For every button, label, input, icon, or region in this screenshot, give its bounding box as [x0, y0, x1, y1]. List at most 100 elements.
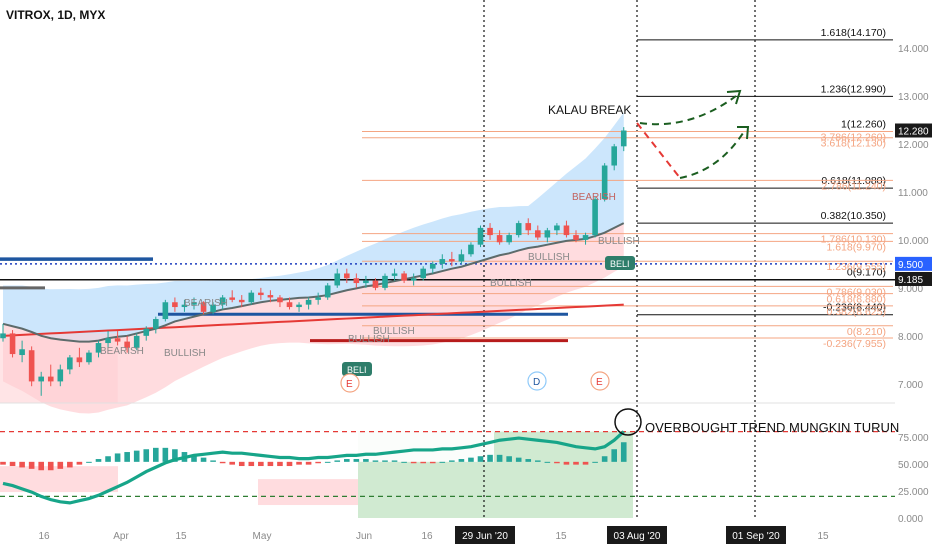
- fib-lower-label-2: 2.786(11.240): [821, 180, 886, 192]
- rsi-hist-47: [449, 460, 455, 462]
- candle-9: [86, 350, 92, 365]
- beli-badge-2: [605, 256, 635, 270]
- rsi-hist-25: [238, 461, 245, 467]
- candle-body-4: [38, 376, 44, 382]
- rsi-hist-43: [410, 461, 417, 464]
- rsi-hist-54: [515, 457, 522, 462]
- rsi-hist-49: [468, 457, 474, 462]
- time-tick-5: 16: [421, 531, 433, 542]
- candle-body-59: [563, 225, 570, 236]
- candle-33: [315, 292, 321, 305]
- candle-body-42: [401, 273, 407, 281]
- rsi-hist-13: [124, 452, 130, 462]
- rsi-hist-60: [573, 461, 579, 465]
- candle-27: [258, 287, 264, 300]
- candle-body-16: [153, 319, 159, 329]
- candle-body-12: [114, 338, 121, 342]
- time-tick-6: 29 Jun '20: [462, 531, 508, 542]
- price-axis[interactable]: 14.000 13.000 12.000 11.000 10.000 9.000 8.000…: [898, 44, 929, 391]
- price-tick-3: 11.000: [898, 188, 928, 199]
- rsi-hist-59: [563, 461, 570, 465]
- candle-14: [133, 333, 140, 351]
- rsi-hist-4: [38, 461, 44, 471]
- price-badge-label-2: 9.185: [898, 275, 923, 286]
- candle-18: [172, 297, 178, 312]
- rsi-hist-40: [382, 460, 388, 462]
- candle-body-55: [525, 223, 532, 231]
- rsi-hist-10: [95, 459, 102, 462]
- candle-body-47: [449, 259, 455, 262]
- bullish-label-5: BULLISH: [528, 252, 570, 263]
- fib-lower-label-6: 0.786(9.030): [826, 286, 886, 298]
- candle-15: [143, 326, 150, 341]
- fib-lower-label-9: 0(8.210): [847, 326, 886, 338]
- candle-2: [19, 340, 25, 363]
- bearish-label-2: BEARISH: [100, 346, 144, 357]
- rsi-hist-11: [105, 456, 111, 462]
- price-badge-2: [895, 271, 932, 286]
- candles: [0, 127, 627, 396]
- rsi-hist-58: [554, 461, 560, 464]
- rsi-hist-34: [324, 461, 331, 463]
- candle-26: [248, 290, 255, 305]
- price-badge-1: [895, 256, 932, 271]
- time-tick-3: May: [253, 531, 272, 542]
- candle-body-8: [76, 357, 83, 363]
- rsi-hist-62: [592, 461, 598, 463]
- rsi-hist-1: [9, 461, 16, 467]
- rsi-hist-61: [582, 461, 589, 465]
- candle-body-52: [496, 235, 503, 243]
- candle-19: [181, 299, 188, 312]
- rsi-hist-57: [544, 461, 551, 463]
- fib-upper-label-5: 0(9.170): [847, 267, 886, 279]
- fib-upper-label-2: 1(12.260): [841, 118, 886, 130]
- time-tick-1: Apr: [113, 531, 129, 542]
- rsi-tick-1: 50.000: [898, 460, 929, 471]
- rsi-hist-22: [210, 460, 216, 462]
- event-e-circle-1: [340, 373, 360, 393]
- candle-10: [95, 340, 102, 358]
- candle-44: [420, 266, 426, 281]
- price-tick-0: 14.000: [898, 44, 929, 55]
- candle-51: [487, 223, 493, 240]
- candle-42: [401, 271, 407, 284]
- candle-body-58: [554, 225, 560, 231]
- rsi-hist-21: [200, 457, 207, 462]
- candle-body-21: [200, 302, 207, 312]
- candle-62: [592, 196, 598, 238]
- projection-green-2: [639, 95, 737, 126]
- event-e-circle-2: [590, 371, 610, 391]
- bearish-label-3: BEARISH: [572, 192, 616, 203]
- candle-56: [535, 225, 541, 240]
- rsi-zones: [0, 431, 633, 518]
- rsi-hist-35: [334, 460, 341, 462]
- candle-50: [477, 225, 484, 248]
- candle-30: [286, 297, 293, 310]
- candle-body-48: [458, 254, 465, 262]
- candle-45: [429, 261, 436, 274]
- rsi-hist-65: [620, 442, 627, 462]
- event-e-label-2: E: [596, 377, 603, 388]
- rsi-hist-42: [401, 461, 407, 463]
- candle-body-32: [305, 299, 312, 305]
- candle-body-24: [229, 297, 235, 300]
- rsi-hist-37: [353, 459, 360, 462]
- rsi-hist-24: [229, 461, 235, 465]
- fib-upper-label-4: 0.382(10.350): [821, 210, 886, 222]
- projection-green-1: [679, 129, 746, 179]
- time-axis[interactable]: 16 Apr 15 May Jun 16 29 Jun '20 15 03 Aug '20 01 …: [38, 526, 829, 544]
- candle-body-22: [210, 304, 216, 312]
- candle-59: [563, 220, 570, 238]
- candle-body-7: [67, 357, 73, 370]
- rsi-axis[interactable]: 75.000 50.000 25.000 0.000: [898, 433, 929, 525]
- candle-body-54: [515, 223, 522, 236]
- bullish-label-3: BULLISH: [348, 334, 390, 345]
- bullish-label-4: BULLISH: [490, 278, 532, 289]
- candle-body-9: [86, 352, 92, 363]
- fib-upper-label-3: 0.618(11.080): [821, 175, 886, 187]
- candle-11: [105, 331, 111, 348]
- candle-body-19: [181, 304, 188, 308]
- candle-0: [0, 323, 6, 342]
- fib-lower-label-8: 0.382(8.625): [826, 306, 886, 318]
- candle-35: [334, 268, 341, 288]
